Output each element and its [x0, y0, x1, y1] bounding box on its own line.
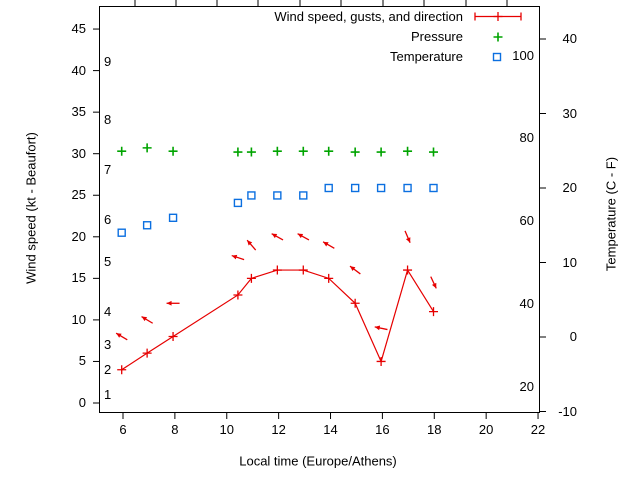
y-tick-label: 0 — [78, 395, 86, 410]
x-tick-label: 14 — [323, 422, 338, 437]
fahrenheit-label: 20 — [519, 378, 534, 394]
x-axis-title: Local time (Europe/Athens) — [239, 453, 397, 469]
x-tick-label: 22 — [530, 422, 546, 437]
fahrenheit-label: 60 — [519, 213, 534, 229]
beaufort-label: 2 — [104, 361, 112, 377]
temperature-series — [117, 183, 438, 237]
beaufort-label: 9 — [104, 54, 112, 70]
y2-tick-label: 10 — [562, 254, 577, 270]
beaufort-label: 1 — [104, 386, 112, 402]
x-tick-label: 18 — [427, 422, 442, 437]
y-tick-label: 15 — [71, 270, 86, 286]
beaufort-label: 6 — [104, 212, 112, 228]
beaufort-label: 4 — [104, 303, 112, 319]
x-tick-label: 20 — [478, 422, 494, 437]
beaufort-label: 7 — [104, 162, 112, 178]
y-tick-label: 5 — [78, 353, 86, 369]
y2-tick-label: 0 — [569, 329, 577, 344]
y2-tick-label: -10 — [558, 403, 577, 419]
x-tick-label: 8 — [171, 422, 179, 437]
x-tick-label: 16 — [375, 422, 390, 437]
y-tick-label: 30 — [71, 145, 86, 161]
y2-tick-label: 40 — [562, 31, 577, 46]
y-tick-label: 25 — [71, 187, 86, 203]
y2-tick-label: 20 — [562, 180, 577, 195]
legend-label-wind: Wind speed, gusts, and direction — [274, 9, 463, 24]
fahrenheit-label: 80 — [519, 130, 534, 146]
pressure-series — [117, 143, 439, 157]
y2-tick-label: 30 — [562, 105, 577, 121]
legend-samples — [474, 12, 522, 62]
y-tick-label: 20 — [71, 228, 86, 244]
y-axis-title: Wind speed (kt - Beaufort) — [23, 132, 39, 284]
beaufort-label: 3 — [104, 336, 112, 352]
fahrenheit-label: 40 — [519, 295, 534, 311]
x-tick-label: 6 — [119, 422, 127, 437]
y-tick-label: 35 — [71, 104, 86, 120]
beaufort-label: 8 — [104, 112, 112, 128]
x-tick-label: 12 — [271, 422, 286, 437]
axis-ticks — [93, 0, 546, 419]
y-tick-label: 45 — [71, 21, 86, 37]
plot-frame — [99, 6, 540, 413]
wind-series — [117, 265, 439, 375]
y-tick-label: 40 — [71, 62, 86, 78]
legend-label-temperature: Temperature — [390, 49, 463, 64]
beaufort-label: 5 — [104, 253, 112, 269]
y-tick-label: 10 — [71, 311, 86, 327]
y2-axis-title: Temperature (C - F) — [603, 156, 619, 272]
legend-label-pressure: Pressure — [410, 29, 463, 44]
gust-direction-arrows — [115, 230, 437, 341]
x-tick-label: 10 — [219, 422, 234, 437]
fahrenheit-label: 100 — [512, 47, 534, 63]
